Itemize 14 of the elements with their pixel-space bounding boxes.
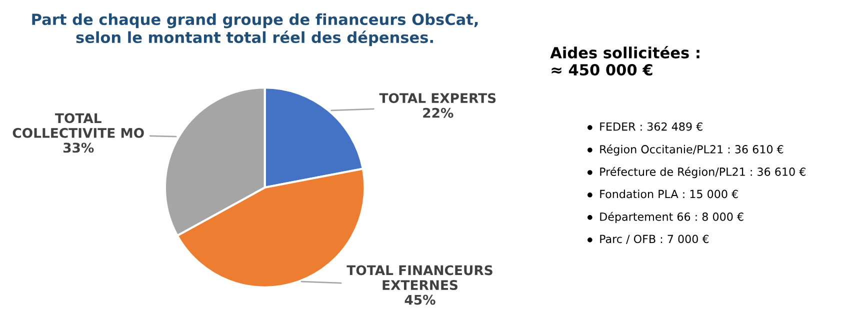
text: Préfecture de Région/PL21 : 36 610 € [600, 166, 806, 178]
text: Parc / OFB : 7 000 € [600, 234, 709, 244]
chart-title: Part de chaque grand groupe de financeurs ObsCat, selon le montant total réel des dépenses. [32, 13, 478, 46]
slice-label: TOTAL FINANCEURS EXTERNES [346, 265, 492, 290]
slice-label: TOTAL EXPERTS [379, 93, 496, 104]
slice-label: TOTAL COLLECTIVITE MO [12, 113, 144, 138]
text: Fondation PLA : 15 000 € [600, 190, 738, 198]
text: Département 66 : 8 000 € [600, 212, 744, 224]
data-label: 22% [423, 108, 454, 118]
text: FEDER : 362 489 € [600, 122, 702, 131]
text: Aides sollicitées : ≈ 450 000 € [550, 46, 700, 76]
data-label: 45% [404, 294, 436, 305]
data-label: 33% [63, 142, 94, 153]
text: Région Occitanie/PL21 : 36 610 € [600, 144, 784, 156]
